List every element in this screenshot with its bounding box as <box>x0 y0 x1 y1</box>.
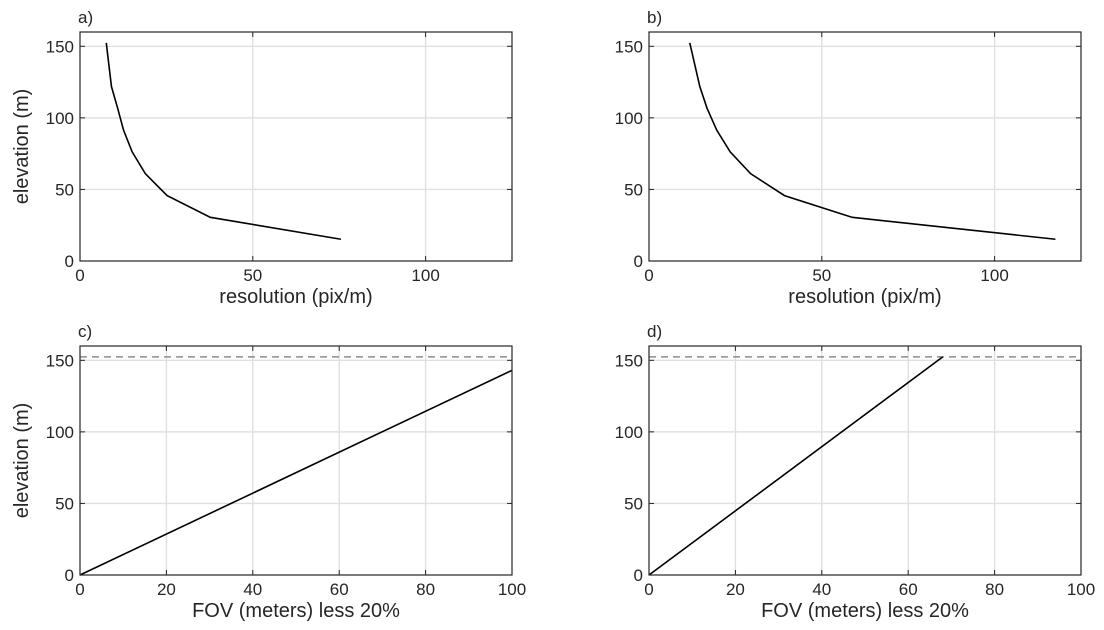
x-tick-label: 100 <box>1067 580 1095 599</box>
series-line-0 <box>105 42 342 241</box>
panel-label: a) <box>78 8 93 27</box>
y-tick-label: 50 <box>624 494 643 513</box>
x-tick-label: 0 <box>644 580 653 599</box>
y-tick-label: 50 <box>55 180 74 199</box>
x-axis-label: FOV (meters) less 20% <box>192 600 400 622</box>
x-tick-label: 50 <box>243 266 262 285</box>
x-tick-label: 40 <box>812 580 831 599</box>
x-axis-label: resolution (pix/m) <box>219 286 372 308</box>
x-tick-label: 0 <box>75 266 84 285</box>
x-tick-label: 50 <box>812 266 831 285</box>
axes-frame <box>79 345 513 576</box>
panel-label: d) <box>647 322 662 341</box>
axes-frame <box>648 31 1082 262</box>
panel-label: c) <box>78 322 92 341</box>
panel-label: b) <box>647 8 662 27</box>
x-axis-label: resolution (pix/m) <box>788 286 941 308</box>
x-tick-label: 20 <box>726 580 745 599</box>
x-tick-label: 100 <box>498 580 526 599</box>
axes-frame <box>79 31 513 262</box>
x-tick-label: 60 <box>899 580 918 599</box>
y-tick-label: 0 <box>65 566 74 585</box>
y-tick-label: 50 <box>55 494 74 513</box>
x-tick-label: 0 <box>75 580 84 599</box>
x-tick-label: 100 <box>980 266 1008 285</box>
x-tick-label: 100 <box>411 266 439 285</box>
y-tick-label: 150 <box>615 351 643 370</box>
x-axis-label: FOV (meters) less 20% <box>761 600 969 622</box>
y-tick-label: 100 <box>46 109 74 128</box>
series-line-0 <box>79 369 513 576</box>
y-tick-label: 150 <box>46 37 74 56</box>
series-line-0 <box>689 42 1056 241</box>
axes-frame <box>648 345 1082 576</box>
y-tick-label: 150 <box>46 351 74 370</box>
y-tick-label: 150 <box>615 37 643 56</box>
y-tick-label: 50 <box>624 180 643 199</box>
y-tick-label: 100 <box>615 423 643 442</box>
y-tick-label: 0 <box>634 252 643 271</box>
x-tick-label: 80 <box>416 580 435 599</box>
y-axis-label: elevation (m) <box>11 403 33 519</box>
series-line-0 <box>648 356 944 576</box>
y-tick-label: 100 <box>46 423 74 442</box>
y-tick-label: 100 <box>615 109 643 128</box>
y-axis-label: elevation (m) <box>11 89 33 205</box>
x-tick-label: 0 <box>644 266 653 285</box>
x-tick-label: 20 <box>157 580 176 599</box>
y-tick-label: 0 <box>634 566 643 585</box>
x-tick-label: 40 <box>243 580 262 599</box>
y-tick-label: 0 <box>65 252 74 271</box>
x-tick-label: 60 <box>330 580 349 599</box>
x-tick-label: 80 <box>985 580 1004 599</box>
